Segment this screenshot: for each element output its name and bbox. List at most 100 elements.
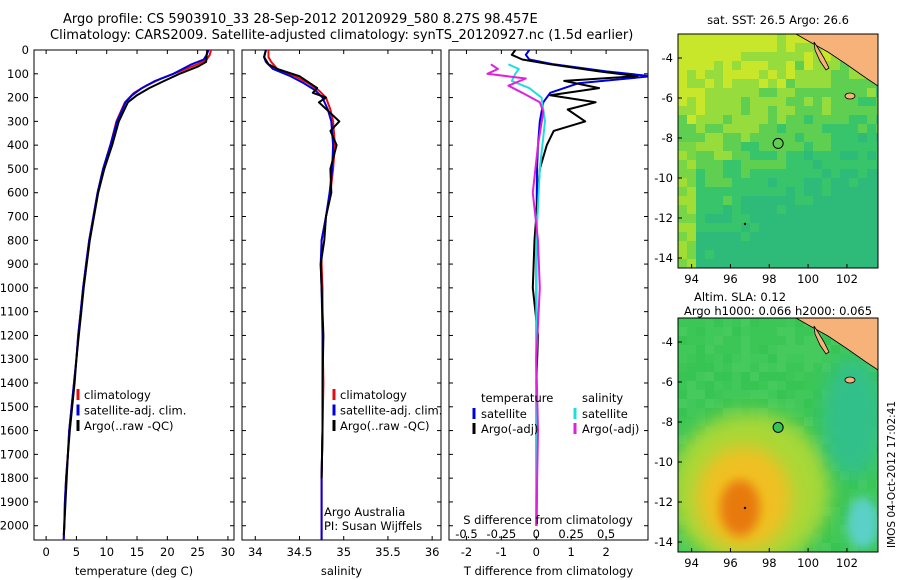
legend-label: Argo(-adj) [582,422,639,436]
map-cell [822,205,831,214]
map-cell [804,115,813,124]
map-cell [696,318,705,327]
map-cell [714,124,723,133]
map-cell [696,133,705,142]
map-cell [786,196,795,205]
series-group [263,50,341,540]
map-cell [822,354,831,363]
map-cell [867,142,876,151]
map-cell [678,133,687,142]
map-cell [696,79,705,88]
map-cell [741,372,750,381]
map-cell [705,133,714,142]
map-cell [687,115,696,124]
legend-label: satellite [582,407,628,421]
x-tick-label: 1 [568,545,575,559]
map-cell [804,160,813,169]
map-cell [795,133,804,142]
map-cell [858,88,867,97]
map-cell [705,61,714,70]
map-cell [732,372,741,381]
map-cell [678,417,687,426]
map-cell [804,142,813,151]
map-cell [831,115,840,124]
map-cell [840,187,849,196]
map-cell [786,187,795,196]
map-cell [705,250,714,259]
map-cell [750,151,759,160]
map-cell [840,61,849,70]
series-group [62,50,212,540]
map-cell [867,462,876,471]
map-cell [804,250,813,259]
map-cell [723,363,732,372]
map-title-sla: Altim. SLA: 0.12 [694,290,786,304]
map-cell [687,160,696,169]
map-cell [831,79,840,88]
map-cell [822,178,831,187]
map-cell [705,169,714,178]
map-cell [759,399,768,408]
map-cell [876,124,878,133]
map-cell [687,52,696,61]
map-cell [741,151,750,160]
map-cell [813,345,822,354]
map-cell [786,160,795,169]
map-cell [687,34,696,43]
map-cell [732,34,741,43]
map-cell [786,52,795,61]
plot-frame [33,49,235,541]
map-cell [795,205,804,214]
map-cell [750,381,759,390]
profile-panel-1: 0 5 10 15 20 25 30 temperature (deg C) [33,49,235,578]
map-cell [840,525,849,534]
map-cell [840,214,849,223]
map-cell [876,178,878,187]
map-cell [687,178,696,187]
map-cell [831,214,840,223]
map-cell [813,133,822,142]
map-cell [849,169,858,178]
map-cell [759,70,768,79]
sla-low-core [847,497,878,549]
map-cell [696,61,705,70]
map-cell [876,372,878,381]
map-cell [849,79,858,88]
map-cell [714,336,723,345]
map-cell [876,160,878,169]
map-cell [876,471,878,480]
map-cell [804,336,813,345]
map-cell [840,169,849,178]
map-cell [768,196,777,205]
map-cell [705,336,714,345]
map-cell [840,480,849,489]
map-cell [768,97,777,106]
x-axis-label: T difference from climatology [463,564,634,578]
map-cell [777,196,786,205]
map-cell [831,363,840,372]
map-cell [714,34,723,43]
map-cell [741,43,750,52]
map-cell [723,43,732,52]
map-cell [714,142,723,151]
map-cell [840,124,849,133]
map-cell [741,363,750,372]
map-cell [750,345,759,354]
map-cell [822,336,831,345]
map-cell [777,70,786,79]
map-cell [876,259,878,268]
map-cell [705,232,714,241]
map-cell [714,205,723,214]
map-cell [849,106,858,115]
map-cell [687,426,696,435]
footer-timestamp: IMOS 04-Oct-2012 17:02:41 [886,401,898,548]
map-cell [687,232,696,241]
map-cell [867,133,876,142]
map-cell [804,70,813,79]
map-cell [732,187,741,196]
map-cell [687,142,696,151]
map-cell [696,124,705,133]
map-cell [813,115,822,124]
map-cell [840,115,849,124]
x-tick-label-secondary: 0.25 [558,527,584,541]
